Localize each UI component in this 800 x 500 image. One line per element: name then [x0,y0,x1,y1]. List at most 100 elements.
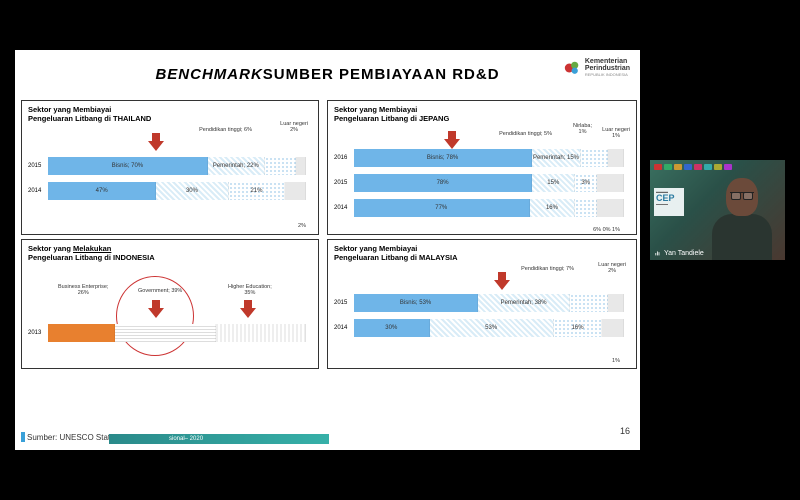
panel-title-thailand: Sektor yang Membiayai Pengeluaran Litban… [28,105,312,123]
bar-track: 77%16% [354,199,624,217]
bar-segment [608,149,624,167]
bar-track: 47%30%21% [48,182,306,200]
bar-segment [296,157,306,175]
label-pendidikan: Pendidikan tinggi; 6% [199,127,252,133]
year-label: 2014 [334,205,354,211]
flag-badges [654,164,781,170]
bar-track: Bisnis; 53%Pemerintah; 38% [354,294,624,312]
chart-row: 2013 [28,324,306,342]
bar-segment [581,149,608,167]
panel-title-l2: Pengeluaran Litbang di THAILAND [28,114,312,123]
page-number: 16 [620,426,630,436]
label-bottom: 2% [298,223,306,229]
chart-row: 2015Bisnis; 70%Pemerintah; 22% [28,157,306,175]
year-label: 2016 [334,155,354,161]
bar-segment [285,182,306,200]
bar-segment [115,324,216,342]
panel-malaysia: Sektor yang Membiayai Pengeluaran Litban… [327,239,637,369]
logo-text: Kementerian Perindustrian REPUBLIK INDON… [585,58,630,77]
bar-segment: 77% [354,199,530,217]
bar-segment: 15% [532,174,575,192]
year-label: 2015 [334,180,354,186]
chart-rows: 2013 [28,324,306,349]
year-label: 2015 [28,163,48,169]
glasses-icon [730,192,754,198]
chart-grid: Sektor yang Membiayai Pengeluaran Litban… [15,98,640,371]
logo-line2: Perindustrian [585,65,630,72]
panel-indonesia: Sektor yang Melakukan Pengeluaran Litban… [21,239,319,369]
bar-segment [48,324,115,342]
slide-header: BENCHMARKSUMBER PEMBIAYAAN RD&D Kementer… [15,50,640,98]
bar-segment [265,157,296,175]
slide-title: BENCHMARKSUMBER PEMBIAYAAN RD&D [15,50,640,83]
label-luar: Luar negeri 2% [280,121,308,133]
participant-name-tag: Yan Tandiele [653,249,704,257]
arrow-icon [240,300,256,318]
panel-title-malaysia: Sektor yang Membiayai Pengeluaran Litban… [334,244,630,262]
panel-title-l2: Pengeluaran Litbang di JEPANG [334,114,630,123]
panel-title-l1: Sektor yang Membiayai [334,244,630,253]
chart-row: 2016Bisnis; 78%Pemerintah; 15% [334,149,624,167]
bar-segment: Pemerintah; 22% [208,157,265,175]
bar-track [48,324,306,342]
flag-badge [674,164,682,170]
flag-badge [654,164,662,170]
bar-track: 78%15%3% [354,174,624,192]
bar-segment: Pemerintah; 38% [478,294,570,312]
arrow-icon [494,272,510,290]
bar-track: Bisnis; 70%Pemerintah; 22% [48,157,306,175]
label-pendidikan: Pendidikan tinggi; 7% [521,266,574,272]
chart-rows: 2016Bisnis; 78%Pemerintah; 15% 201578%15%… [334,149,624,224]
participant-name: Yan Tandiele [664,250,704,257]
bar-segment [216,324,306,342]
bar-segment [597,199,624,217]
panel-title-japan: Sektor yang Membiayai Pengeluaran Litban… [334,105,630,123]
ministry-logo: Kementerian Perindustrian REPUBLIK INDON… [563,58,630,77]
label-nirlaba: Nirlaba; 1% [573,123,592,135]
bar-segment [570,294,608,312]
flag-badge [704,164,712,170]
panel-thailand: Sektor yang Membiayai Pengeluaran Litban… [21,100,319,235]
year-label: 2015 [334,300,354,306]
footer-strip: sional– 2020 [109,434,329,444]
bar-track: 30%53%16% [354,319,624,337]
person-head [726,178,758,216]
arrow-icon [148,133,164,151]
bar-segment [597,174,624,192]
title-rest: SUMBER PEMBIAYAAN RD&D [263,66,500,83]
chart-indonesia: Business Enterprise; 26% Government; 39%… [28,266,312,360]
bar-segment: 30% [354,319,430,337]
bar-segment: 47% [48,182,156,200]
bar-segment [575,199,597,217]
chart-thailand: Pendidikan tinggi; 6% Luar negeri 2% 201… [28,127,312,227]
bar-segment: Bisnis; 78% [354,149,532,167]
bar-segment: 30% [156,182,228,200]
bar-segment: Bisnis; 70% [48,157,208,175]
presentation-slide: BENCHMARKSUMBER PEMBIAYAAN RD&D Kementer… [15,50,640,450]
bar-track: Bisnis; 78%Pemerintah; 15% [354,149,624,167]
logo-line3: REPUBLIK INDONESIA [585,72,630,77]
title-italic: BENCHMARK [155,66,262,83]
label-luar: Luar negeri 2% [598,262,626,274]
audio-icon [653,249,661,257]
chart-row: 201430%53%16% [334,319,624,337]
bar-segment: 21% [229,182,286,200]
chart-row: 201447%30%21% [28,182,306,200]
panel-title-indonesia: Sektor yang Melakukan Pengeluaran Litban… [28,244,312,262]
logo-line1: Kementerian [585,58,630,65]
label-he: Higher Education; 35% [228,284,272,296]
panel-title-l2: Pengeluaran Litbang di INDONESIA [28,253,312,262]
cep-badge: ▬▬▬ CEP ▬▬▬▬ [654,188,684,216]
label-luar: Luar negeri 1% [602,127,630,139]
chart-rows: 2015Bisnis; 70%Pemerintah; 22% 201447%30%… [28,157,306,207]
bar-segment: 3% [575,174,597,192]
flag-badge [714,164,722,170]
webcam-tile[interactable]: ▬▬▬ CEP ▬▬▬▬ Yan Tandiele [650,160,785,260]
label-bottom: 1% [612,358,620,364]
label-bottom: 6% 0% 1% [593,227,620,233]
chart-row: 201578%15%3% [334,174,624,192]
flag-badge [684,164,692,170]
bar-segment: Bisnis; 53% [354,294,478,312]
source-accent [21,432,25,442]
year-label: 2013 [28,330,48,336]
